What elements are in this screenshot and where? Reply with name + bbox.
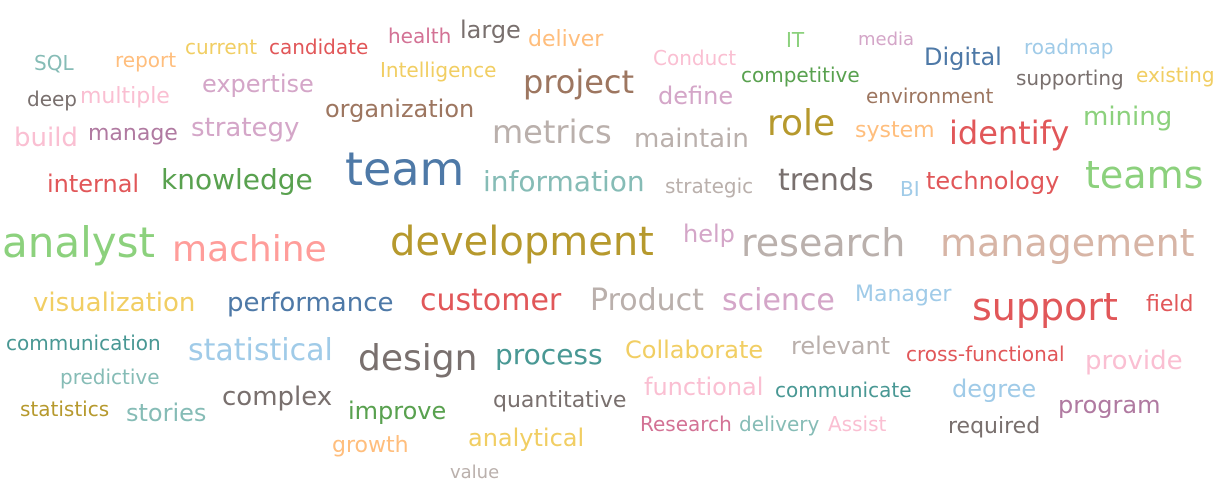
word-environment: environment [866, 84, 994, 108]
word-deliver: deliver [528, 27, 604, 52]
word-communication: communication [6, 331, 161, 355]
word-roadmap: roadmap [1024, 35, 1114, 59]
word-supporting: supporting [1016, 66, 1124, 90]
word-research: research [741, 221, 906, 265]
word-value: value [450, 462, 500, 483]
word-machine: machine [172, 229, 327, 270]
word-stories: stories [126, 399, 207, 427]
word-field: field [1146, 292, 1194, 317]
word-digital: Digital [924, 43, 1002, 71]
word-define: define [658, 82, 734, 110]
word-management: management [940, 221, 1195, 265]
word-internal: internal [47, 170, 140, 198]
word-metrics: metrics [492, 113, 612, 151]
word-manage: manage [88, 121, 178, 146]
word-statistical: statistical [188, 333, 333, 368]
word-competitive: competitive [741, 63, 860, 87]
word-teams: teams [1085, 153, 1204, 197]
word-functional: functional [644, 373, 764, 401]
word-candidate: candidate [269, 35, 369, 59]
word-intelligence: Intelligence [380, 58, 497, 82]
word-predictive: predictive [60, 365, 160, 389]
word-statistics: statistics [20, 397, 110, 421]
word-sql: SQL [34, 51, 74, 75]
word-strategic: strategic [665, 174, 754, 198]
word-organization: organization [325, 95, 475, 123]
word-multiple: multiple [80, 84, 170, 109]
word-expertise: expertise [202, 70, 314, 98]
word-build: build [14, 123, 78, 153]
word-process: process [495, 338, 603, 371]
word-team: team [345, 142, 465, 196]
word-technology: technology [926, 167, 1060, 195]
word-trends: trends [778, 163, 874, 198]
word-conduct: Conduct [653, 46, 737, 70]
word-system: system [855, 118, 935, 143]
word-design: design [358, 338, 478, 379]
word-research: Research [640, 412, 732, 436]
word-media: media [858, 29, 915, 50]
word-project: project [523, 63, 635, 101]
word-science: science [722, 283, 835, 318]
word-analyst: analyst [2, 218, 155, 267]
word-bi: BI [900, 177, 920, 201]
word-visualization: visualization [33, 288, 196, 318]
word-complex: complex [222, 382, 333, 412]
word-knowledge: knowledge [161, 163, 313, 196]
word-development: development [390, 219, 654, 265]
word-delivery: delivery [739, 412, 820, 436]
word-large: large [460, 16, 521, 44]
word-cross-functional: cross-functional [906, 342, 1065, 366]
word-report: report [115, 48, 177, 72]
word-quantitative: quantitative [493, 388, 627, 413]
word-relevant: relevant [791, 332, 891, 360]
word-product: Product [590, 283, 704, 318]
word-program: program [1058, 391, 1161, 419]
word-provide: provide [1085, 346, 1183, 376]
word-information: information [483, 165, 645, 198]
word-degree: degree [952, 375, 1037, 403]
word-it: IT [786, 28, 805, 52]
word-identify: identify [949, 114, 1070, 152]
word-assist: Assist [828, 412, 887, 436]
word-current: current [185, 35, 258, 59]
word-role: role [767, 103, 836, 144]
word-existing: existing [1136, 63, 1215, 87]
word-health: health [388, 24, 452, 48]
word-improve: improve [348, 397, 447, 425]
word-collaborate: Collaborate [625, 336, 764, 364]
word-maintain: maintain [634, 124, 749, 154]
word-required: required [948, 414, 1041, 439]
word-strategy: strategy [191, 113, 300, 143]
word-growth: growth [332, 433, 409, 458]
word-help: help [683, 220, 735, 248]
word-performance: performance [227, 288, 394, 318]
word-communicate: communicate [775, 378, 912, 402]
word-customer: customer [420, 283, 562, 318]
word-manager: Manager [855, 282, 952, 307]
word-deep: deep [27, 87, 77, 111]
word-support: support [972, 285, 1118, 329]
word-analytical: analytical [468, 424, 585, 452]
word-mining: mining [1083, 102, 1173, 132]
